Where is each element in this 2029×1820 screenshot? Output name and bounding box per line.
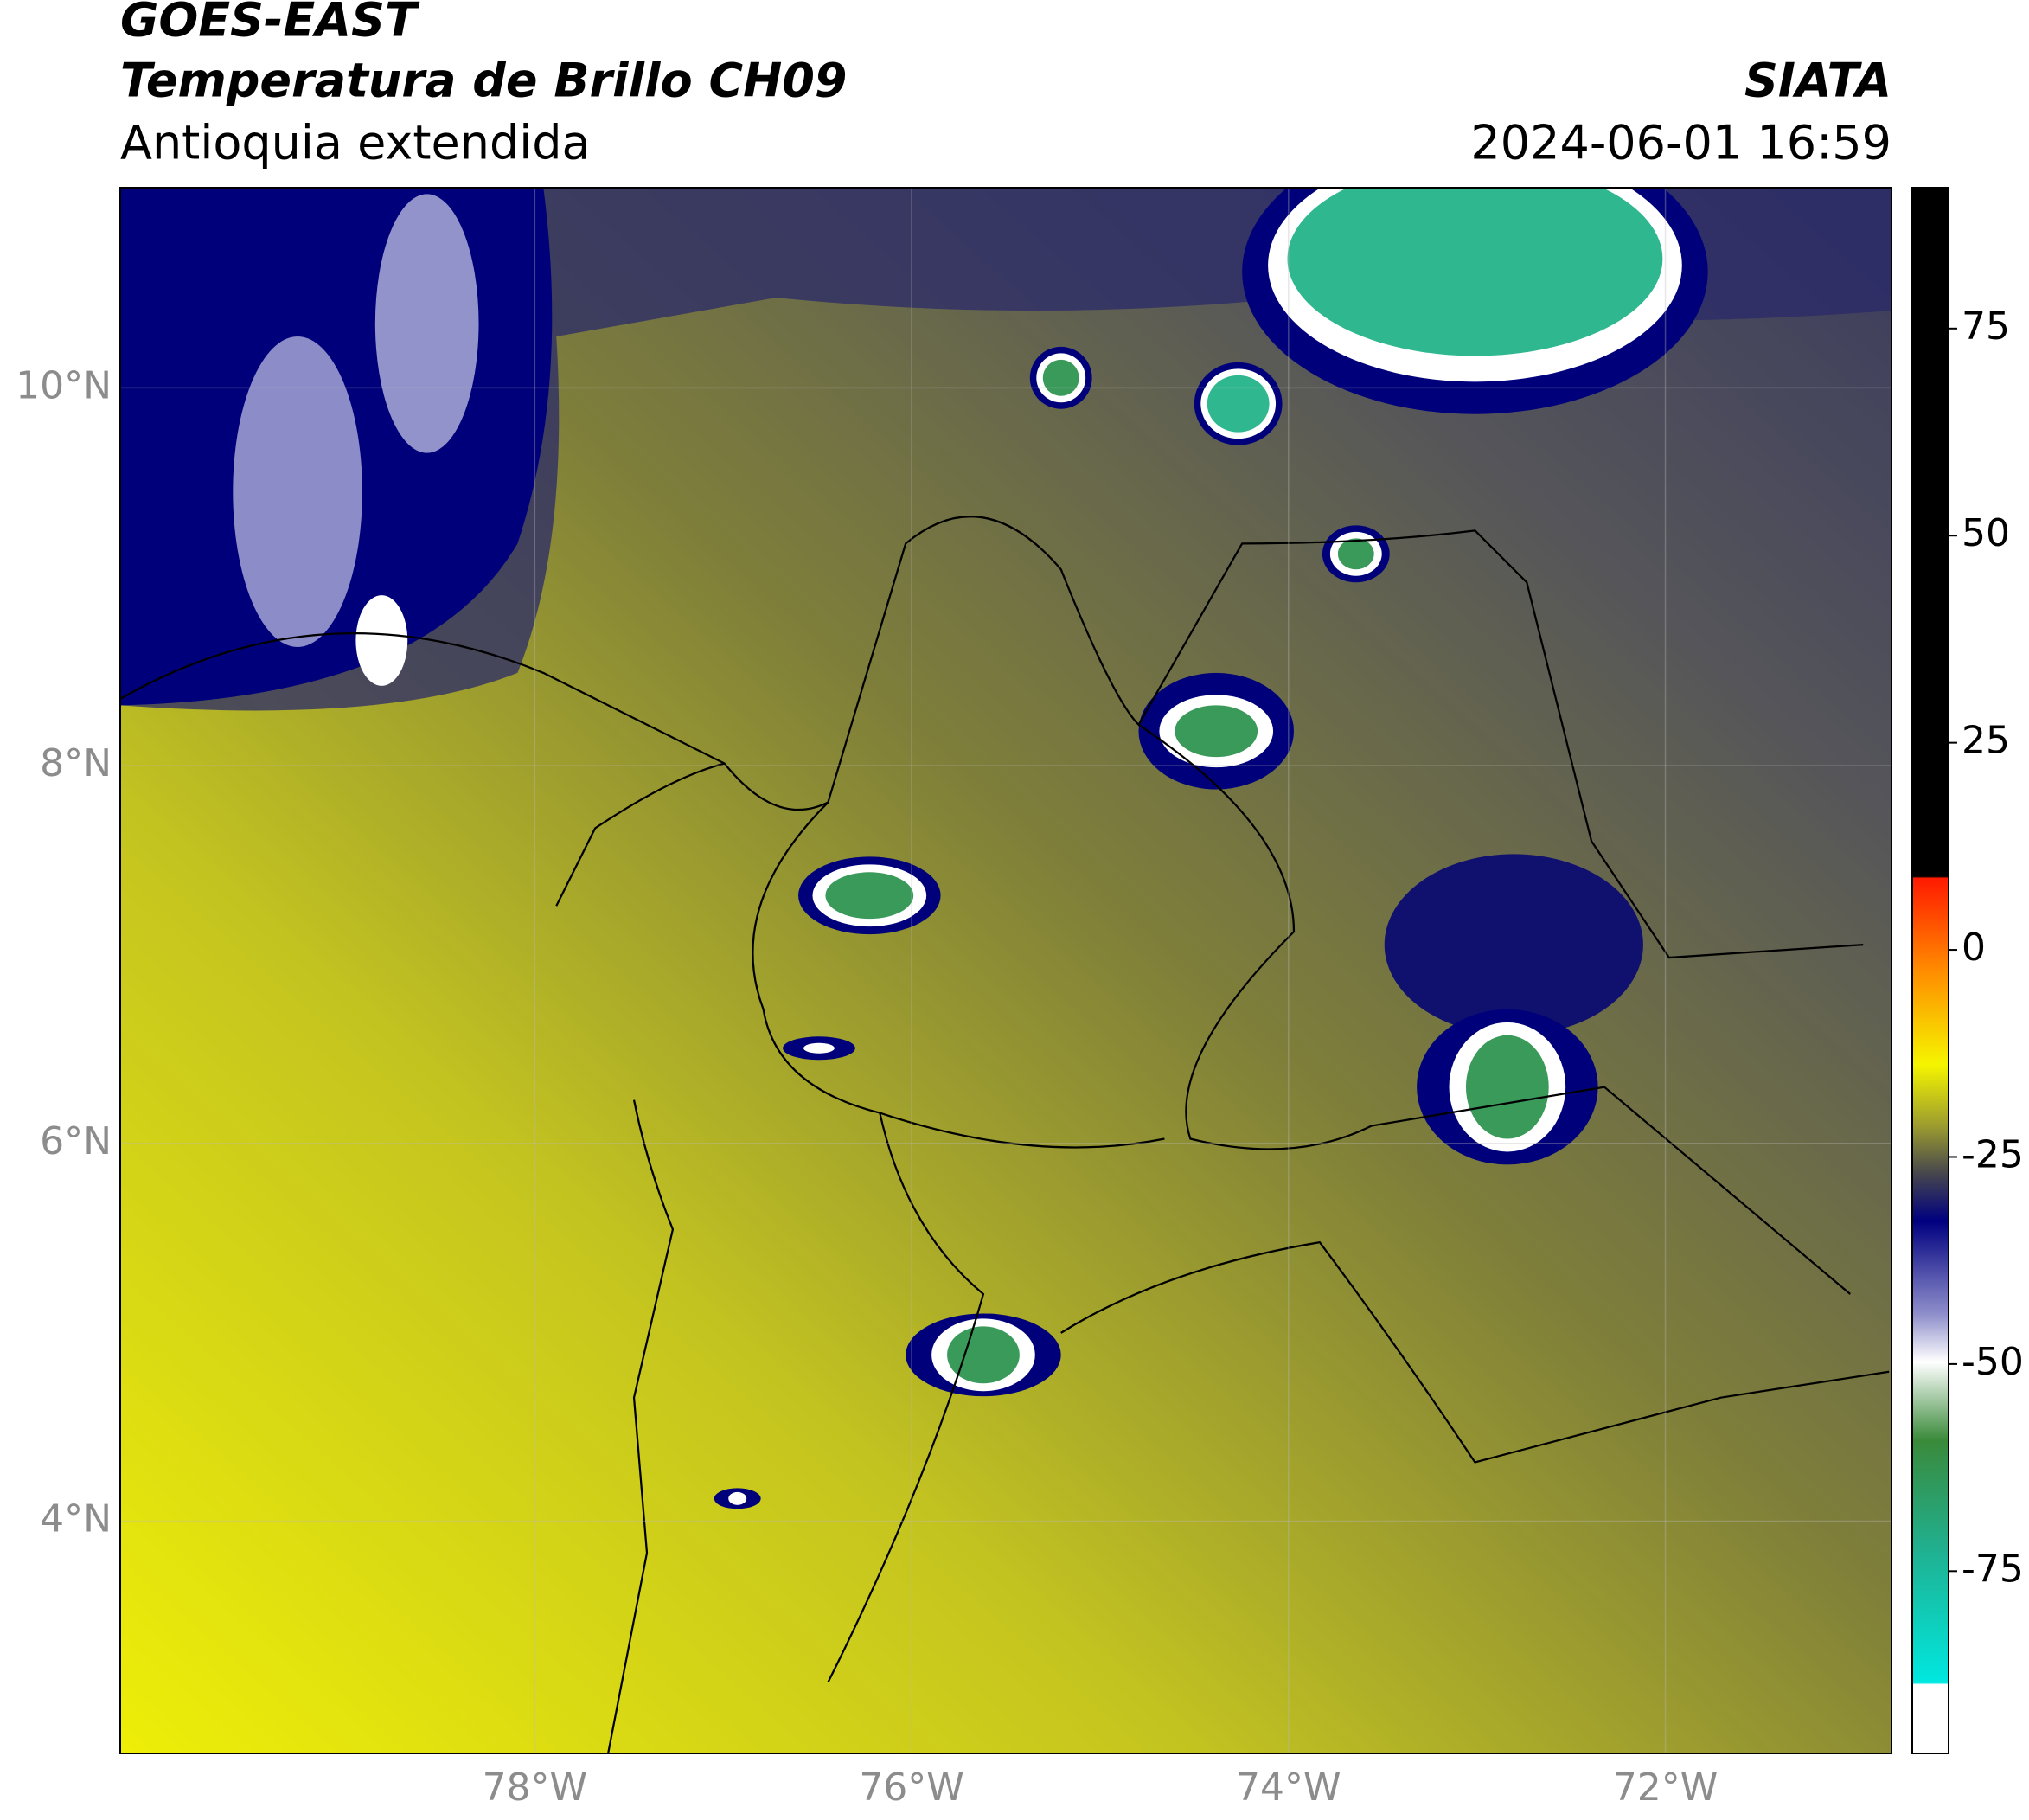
colorbar-tick-label: -75 xyxy=(1962,1547,2024,1591)
datetime-label: 2024-06-01 16:59 xyxy=(1470,116,1891,170)
x-tick-label: 76°W xyxy=(859,1766,964,1810)
y-tick-label: 6°N xyxy=(40,1119,112,1163)
colorbar-tick-label: -50 xyxy=(1962,1340,2024,1384)
colorbar-tick-label: 75 xyxy=(1962,304,2010,349)
satellite-title: GOES-EAST xyxy=(120,0,420,48)
boundary-lines xyxy=(120,516,1890,1753)
x-tick-label: 74°W xyxy=(1236,1766,1341,1810)
agency-label: SIATA xyxy=(1744,54,1891,108)
colorbar xyxy=(1911,187,1949,1754)
map-imagery xyxy=(120,188,1891,1753)
map-frame xyxy=(119,187,1892,1754)
y-tick-label: 8°N xyxy=(40,741,112,785)
y-tick-label: 10°N xyxy=(16,363,112,407)
x-tick-label: 72°W xyxy=(1613,1766,1719,1810)
colorbar-tick-label: 25 xyxy=(1962,719,2010,763)
colorbar-tick-label: -25 xyxy=(1962,1132,2024,1176)
cloud-streak xyxy=(355,595,408,686)
storm-cells xyxy=(714,346,1598,1509)
cloud-streak xyxy=(374,194,479,453)
storm-cell xyxy=(1384,854,1643,1035)
colorbar-tick-label: 50 xyxy=(1962,511,2010,555)
x-tick-label: 78°W xyxy=(483,1766,588,1810)
product-title: Temperatura de Brillo CH09 xyxy=(120,54,848,108)
cloud-band xyxy=(120,188,1891,711)
colorbar-tick-label: 0 xyxy=(1962,926,1986,970)
region-subtitle: Antioquia extendida xyxy=(120,116,591,170)
grid xyxy=(120,188,1891,1753)
cloud-streak xyxy=(233,336,362,647)
storm-cell xyxy=(1287,188,1663,356)
y-tick-label: 4°N xyxy=(40,1496,112,1541)
